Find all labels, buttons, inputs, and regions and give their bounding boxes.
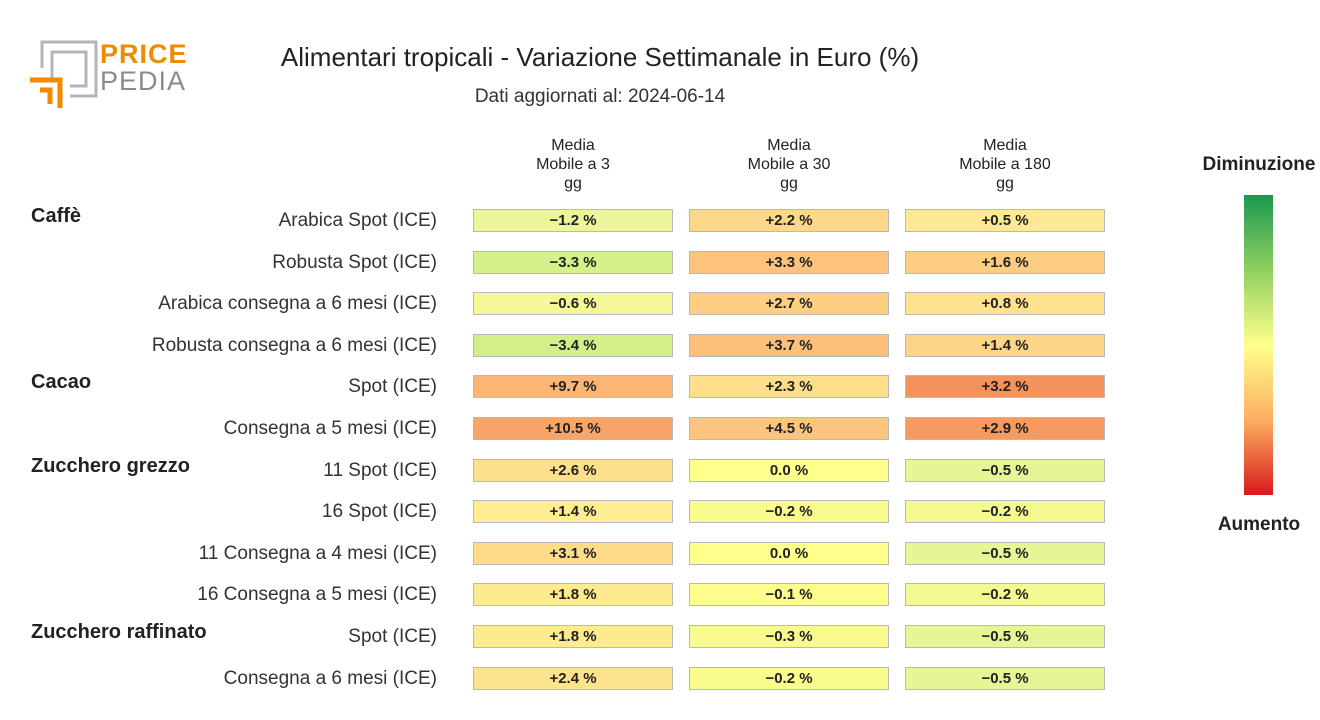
heatmap-cell: +1.4 % — [473, 500, 673, 524]
row-label: Arabica Spot (ICE) — [278, 210, 437, 231]
legend-label-decrease: Diminuzione — [1202, 154, 1316, 175]
heatmap-cell: −0.2 % — [905, 500, 1105, 524]
heatmap-cell: 0.0 % — [689, 458, 889, 482]
heatmap-cell: +9.7 % — [473, 375, 673, 399]
group-label-zucchero-raffinato: Zucchero raffinato — [31, 621, 207, 643]
group-label-cacao: Cacao — [31, 371, 92, 394]
heatmap-cell: +2.6 % — [473, 458, 673, 482]
heatmap-cell: +0.8 % — [905, 292, 1105, 316]
heatmap-cell: −0.1 % — [689, 583, 889, 607]
column-header-line: gg — [780, 175, 798, 192]
column-header-line: Media — [551, 137, 595, 154]
row-label: 16 Consegna a 5 mesi (ICE) — [197, 584, 437, 606]
heatmap-cell: +1.6 % — [905, 250, 1105, 274]
column-header-line: gg — [564, 175, 582, 192]
chart-subtitle: Dati aggiornati al: 2024-06-14 — [474, 86, 726, 107]
heatmap-cell: +4.5 % — [689, 417, 889, 440]
column-header-line: Mobile a 30 — [747, 156, 831, 173]
chart-title: Alimentari tropicali - Variazione Settim… — [280, 42, 920, 72]
heatmap-cell: −0.5 % — [905, 541, 1105, 565]
legend-label-increase: Aumento — [1217, 514, 1301, 535]
heatmap-cell: −0.5 % — [905, 625, 1105, 648]
heatmap-cell: −0.6 % — [473, 292, 673, 316]
heatmap-cell: −0.3 % — [689, 625, 889, 648]
heatmap-cell: +2.3 % — [689, 375, 889, 399]
row-label: Robusta consegna a 6 mesi (ICE) — [151, 334, 437, 356]
row-label: Consegna a 6 mesi (ICE) — [223, 667, 437, 689]
heatmap-cell: +1.8 % — [473, 625, 673, 648]
column-header-line: Media — [983, 137, 1027, 154]
column-header-line: Media — [767, 137, 811, 154]
row-label: Arabica consegna a 6 mesi (ICE) — [158, 293, 437, 315]
heatmap-cell: +2.2 % — [689, 209, 889, 232]
column-header-line: Mobile a 180 — [959, 156, 1051, 173]
heatmap-cell: −0.2 % — [689, 500, 889, 524]
heatmap-cell: −3.4 % — [473, 333, 673, 357]
heatmap-cell: +3.1 % — [473, 541, 673, 565]
heatmap-cell: −0.2 % — [905, 583, 1105, 607]
legend-colorbar — [1244, 195, 1273, 495]
heatmap-cell: +1.4 % — [905, 333, 1105, 357]
heatmap-cell: +3.3 % — [689, 250, 889, 274]
logo-text-pedia: PEDIA — [100, 66, 187, 96]
heatmap-cell: +2.9 % — [905, 417, 1105, 440]
heatmap-cell: −1.2 % — [473, 209, 673, 232]
heatmap-cell: +3.2 % — [905, 375, 1105, 399]
heatmap-cell: −3.3 % — [473, 250, 673, 274]
heatmap-cell: −0.5 % — [905, 666, 1105, 690]
row-label: 11 Consegna a 4 mesi (ICE) — [198, 542, 437, 564]
row-label: Robusta Spot (ICE) — [272, 251, 437, 273]
heatmap-cell: +0.5 % — [905, 209, 1105, 232]
row-label: Spot (ICE) — [348, 626, 437, 647]
heatmap-cell: 0.0 % — [689, 541, 889, 565]
column-header-ma30: Media Mobile a 30 gg — [689, 136, 889, 193]
heatmap-cell: −0.5 % — [905, 458, 1105, 482]
heatmap-cell: +2.4 % — [473, 666, 673, 690]
column-header-ma3: Media Mobile a 3 gg — [473, 136, 673, 193]
row-label: Consegna a 5 mesi (ICE) — [223, 418, 437, 439]
heatmap-cell: +10.5 % — [473, 417, 673, 440]
column-header-line: Mobile a 3 — [536, 156, 610, 173]
group-label-zucchero-grezzo: Zucchero grezzo — [31, 454, 190, 477]
column-header-ma180: Media Mobile a 180 gg — [905, 136, 1105, 193]
heatmap-cell: −0.2 % — [689, 666, 889, 690]
heatmap-cell: +3.7 % — [689, 333, 889, 357]
row-label: 11 Spot (ICE) — [323, 459, 437, 481]
pricepedia-logo: PRICE PEDIA — [30, 38, 190, 110]
logo-text-price: PRICE — [100, 39, 188, 69]
heatmap-cell: +1.8 % — [473, 583, 673, 607]
heatmap-cell: +2.7 % — [689, 292, 889, 316]
logo-mark-icon — [30, 40, 98, 108]
row-label: 16 Spot (ICE) — [321, 501, 437, 523]
column-header-line: gg — [996, 175, 1014, 192]
group-label-caff: Caffè — [31, 205, 82, 227]
row-label: Spot (ICE) — [348, 376, 437, 398]
